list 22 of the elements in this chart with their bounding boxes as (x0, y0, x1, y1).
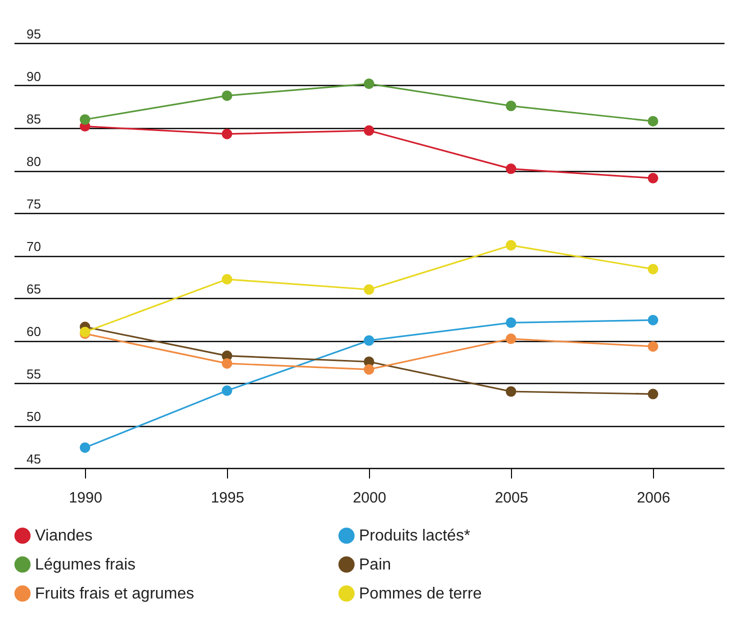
y-tick-label: 65 (26, 282, 41, 296)
legend-label: Légumes frais (35, 556, 136, 574)
y-tick-label: 70 (26, 239, 41, 254)
y-tick-label: 45 (26, 452, 41, 466)
legend-label: Viandes (35, 528, 93, 545)
x-tick-label: 2000 (352, 490, 386, 506)
legend-label: Fruits frais et agrumes (35, 586, 194, 602)
legend-label: Pommes de terre (359, 586, 482, 602)
x-tick-label: 1990 (68, 490, 102, 506)
y-tick-label: 95 (26, 26, 41, 42)
y-tick-label: 60 (26, 324, 41, 339)
y-tick-label: 55 (26, 366, 41, 382)
legend-label: Produits lactés* (359, 528, 470, 545)
y-tick-label: 50 (26, 409, 41, 424)
x-tick-label: 2005 (494, 490, 528, 506)
legend-label: Pain (359, 556, 392, 574)
y-tick-label: 80 (26, 154, 41, 169)
y-tick-label: 75 (26, 196, 41, 212)
y-tick-label: 90 (26, 69, 41, 84)
x-tick-label: 2006 (636, 490, 670, 506)
x-tick-label: 1995 (210, 490, 244, 506)
y-tick-label: 85 (26, 112, 41, 126)
